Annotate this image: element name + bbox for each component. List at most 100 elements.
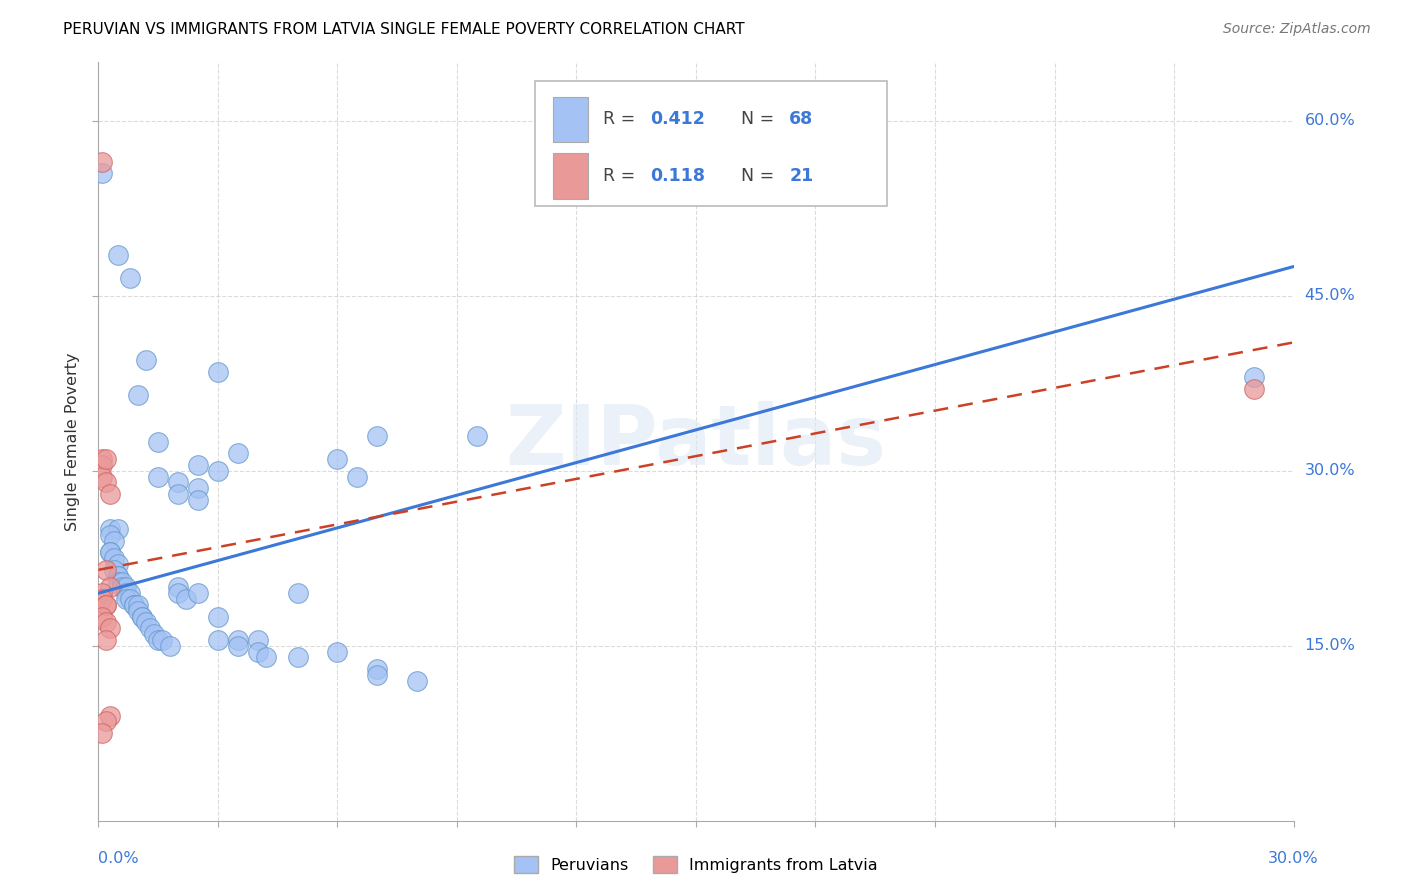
Point xyxy=(96,615,118,630)
Text: ZIPatlas: ZIPatlas xyxy=(506,401,886,482)
Point xyxy=(107,574,129,589)
Point xyxy=(1243,370,1265,384)
Y-axis label: Single Female Poverty: Single Female Poverty xyxy=(65,352,80,531)
Point xyxy=(91,469,114,483)
Point xyxy=(187,492,209,507)
Point xyxy=(120,592,142,607)
Point xyxy=(103,563,125,577)
Point xyxy=(120,586,142,600)
Point xyxy=(226,632,249,647)
Point xyxy=(254,650,277,665)
Point xyxy=(107,568,129,582)
Text: 68: 68 xyxy=(789,111,814,128)
Point xyxy=(91,592,114,607)
Text: 15.0%: 15.0% xyxy=(1305,638,1355,653)
Point xyxy=(124,598,146,612)
Text: N =: N = xyxy=(741,167,775,186)
Point xyxy=(148,434,170,449)
Legend: Peruvians, Immigrants from Latvia: Peruvians, Immigrants from Latvia xyxy=(506,848,886,881)
Point xyxy=(406,673,429,688)
Point xyxy=(1243,382,1265,396)
Point xyxy=(174,592,197,607)
Point xyxy=(226,446,249,460)
Point xyxy=(287,650,309,665)
Text: 21: 21 xyxy=(789,167,814,186)
Point xyxy=(107,522,129,536)
Point xyxy=(167,475,190,490)
FancyBboxPatch shape xyxy=(553,153,589,199)
Text: R =: R = xyxy=(603,167,636,186)
Point xyxy=(131,609,153,624)
Text: Source: ZipAtlas.com: Source: ZipAtlas.com xyxy=(1223,22,1371,37)
Point xyxy=(96,598,118,612)
Point xyxy=(98,580,122,594)
Point xyxy=(98,545,122,559)
Point xyxy=(96,475,118,490)
Point xyxy=(91,154,114,169)
Point xyxy=(103,551,125,566)
Point xyxy=(167,580,190,594)
Point xyxy=(246,632,269,647)
Point xyxy=(98,545,122,559)
Text: 0.0%: 0.0% xyxy=(98,851,139,866)
Point xyxy=(91,458,114,472)
Point xyxy=(366,668,388,682)
Text: 45.0%: 45.0% xyxy=(1305,288,1355,303)
Text: N =: N = xyxy=(741,111,775,128)
Point xyxy=(187,458,209,472)
Point xyxy=(287,586,309,600)
Point xyxy=(98,708,122,723)
Point xyxy=(143,627,166,641)
FancyBboxPatch shape xyxy=(534,81,887,207)
Point xyxy=(98,522,122,536)
Point xyxy=(91,609,114,624)
FancyBboxPatch shape xyxy=(553,96,589,142)
Text: 60.0%: 60.0% xyxy=(1305,113,1355,128)
Point xyxy=(98,487,122,501)
Point xyxy=(139,621,162,635)
Point xyxy=(107,557,129,571)
Point xyxy=(207,609,229,624)
Point xyxy=(124,598,146,612)
Point xyxy=(326,644,349,658)
Point xyxy=(96,563,118,577)
Point xyxy=(207,632,229,647)
Point xyxy=(326,452,349,467)
Point xyxy=(148,469,170,483)
Point xyxy=(91,452,114,467)
Point xyxy=(135,352,157,367)
Point xyxy=(120,271,142,285)
Point xyxy=(150,632,173,647)
Text: 0.412: 0.412 xyxy=(651,111,706,128)
Point xyxy=(366,662,388,676)
Point xyxy=(187,481,209,495)
Point xyxy=(127,388,149,402)
Point xyxy=(131,609,153,624)
Point xyxy=(187,586,209,600)
Point xyxy=(167,586,190,600)
Point xyxy=(366,428,388,442)
Point xyxy=(91,586,114,600)
Point xyxy=(96,452,118,467)
Point xyxy=(207,365,229,379)
Point xyxy=(127,604,149,618)
Point xyxy=(135,615,157,630)
Point xyxy=(127,598,149,612)
Point xyxy=(96,598,118,612)
Text: 0.118: 0.118 xyxy=(651,167,706,186)
Point xyxy=(246,644,269,658)
Point xyxy=(159,639,181,653)
Point xyxy=(111,580,134,594)
Point xyxy=(226,639,249,653)
Point xyxy=(96,714,118,729)
Point xyxy=(91,166,114,180)
Point xyxy=(107,568,129,582)
Point xyxy=(465,428,488,442)
Text: R =: R = xyxy=(603,111,636,128)
Point xyxy=(148,632,170,647)
Point xyxy=(98,528,122,542)
Point xyxy=(103,533,125,548)
Text: 30.0%: 30.0% xyxy=(1305,463,1355,478)
Point xyxy=(207,464,229,478)
Point xyxy=(111,574,134,589)
